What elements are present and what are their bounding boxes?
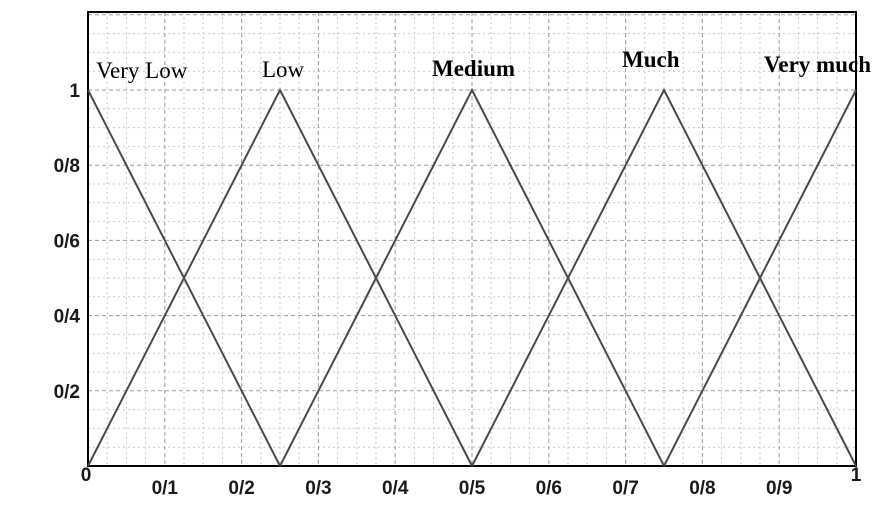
series-label-very-much: Very much	[764, 52, 871, 77]
series-labels: Very Low Low Medium Much Very much	[96, 47, 871, 83]
series-layer	[87, 87, 857, 467]
x-tick-label: 0	[81, 465, 92, 486]
x-tick-label: 0/6	[536, 478, 562, 499]
x-tick-labels: 0 0/1 0/2 0/3 0/4 0/5 0/6 0/7 0/8 0/9 1	[81, 465, 862, 499]
y-tick-label: 0/4	[54, 307, 81, 328]
y-tick-label: 1	[69, 81, 80, 102]
series-label-very-low: Very Low	[96, 58, 188, 83]
x-tick-label: 0/4	[382, 478, 409, 499]
y-tick-label: 0/6	[54, 231, 80, 252]
series-label-much: Much	[622, 47, 680, 72]
x-tick-label: 0/9	[766, 478, 792, 499]
x-tick-label: 0/5	[459, 478, 486, 499]
x-tick-label: 0/7	[612, 478, 638, 499]
y-tick-label: 0/8	[54, 156, 80, 177]
series-label-medium: Medium	[432, 56, 515, 81]
series-line-medium	[279, 87, 665, 467]
series-line-much	[471, 87, 857, 467]
minor-grid	[88, 12, 856, 466]
x-tick-label: 0/3	[305, 478, 331, 499]
series-label-low: Low	[262, 57, 305, 82]
y-tick-labels: 1 0/8 0/6 0/4 0/2	[54, 81, 81, 403]
y-tick-label: 0/2	[54, 382, 80, 403]
x-tick-label: 0/8	[689, 478, 715, 499]
series-line-very-much	[663, 89, 857, 467]
x-tick-label: 1	[851, 465, 862, 486]
x-tick-label: 0/1	[152, 478, 179, 499]
x-tick-label: 0/2	[228, 478, 254, 499]
series-line-low	[87, 87, 473, 467]
